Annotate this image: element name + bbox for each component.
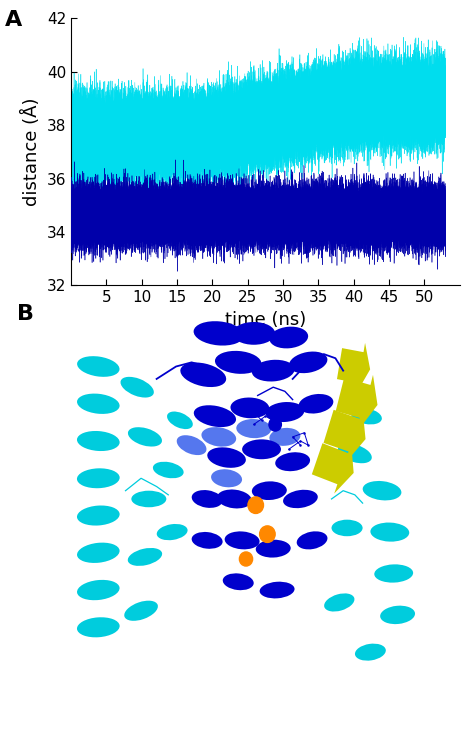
Ellipse shape — [331, 520, 363, 537]
Ellipse shape — [177, 435, 207, 455]
Ellipse shape — [215, 351, 262, 374]
Ellipse shape — [193, 321, 244, 346]
Ellipse shape — [370, 523, 409, 542]
Ellipse shape — [275, 452, 310, 471]
Ellipse shape — [380, 606, 415, 624]
Circle shape — [269, 418, 282, 431]
Polygon shape — [336, 375, 377, 429]
Ellipse shape — [223, 573, 254, 590]
X-axis label: time (ns): time (ns) — [225, 311, 306, 329]
Ellipse shape — [269, 327, 308, 349]
Ellipse shape — [242, 440, 281, 459]
Ellipse shape — [128, 548, 162, 566]
Ellipse shape — [128, 427, 162, 446]
Ellipse shape — [289, 352, 328, 373]
Ellipse shape — [77, 617, 119, 637]
Ellipse shape — [194, 405, 236, 427]
Ellipse shape — [265, 402, 304, 422]
Ellipse shape — [153, 462, 183, 479]
Ellipse shape — [77, 580, 119, 600]
Ellipse shape — [191, 532, 223, 549]
Y-axis label: distance (Å): distance (Å) — [22, 98, 41, 206]
Ellipse shape — [225, 531, 260, 549]
Ellipse shape — [230, 398, 269, 418]
Circle shape — [260, 526, 275, 542]
Ellipse shape — [124, 600, 158, 621]
Ellipse shape — [217, 490, 252, 509]
Ellipse shape — [324, 593, 355, 611]
Ellipse shape — [256, 539, 291, 558]
Ellipse shape — [232, 322, 275, 345]
Ellipse shape — [77, 542, 119, 563]
Ellipse shape — [77, 431, 119, 451]
Ellipse shape — [299, 394, 333, 413]
Ellipse shape — [120, 377, 154, 398]
Circle shape — [248, 497, 264, 514]
Ellipse shape — [191, 490, 223, 508]
Ellipse shape — [201, 427, 236, 447]
Ellipse shape — [157, 524, 188, 540]
Polygon shape — [324, 409, 365, 462]
Ellipse shape — [77, 506, 119, 526]
Ellipse shape — [207, 447, 246, 468]
Ellipse shape — [252, 482, 287, 500]
Ellipse shape — [297, 531, 328, 550]
Ellipse shape — [211, 469, 242, 487]
Ellipse shape — [252, 360, 294, 382]
Ellipse shape — [77, 356, 119, 377]
Text: A: A — [5, 10, 22, 30]
Circle shape — [239, 552, 253, 566]
Ellipse shape — [374, 564, 413, 583]
Ellipse shape — [77, 468, 119, 488]
Ellipse shape — [363, 481, 401, 501]
Ellipse shape — [355, 644, 386, 661]
Ellipse shape — [351, 408, 382, 424]
Polygon shape — [312, 443, 354, 493]
Ellipse shape — [131, 491, 166, 507]
Ellipse shape — [167, 412, 193, 429]
Ellipse shape — [269, 428, 301, 446]
Ellipse shape — [77, 393, 119, 414]
Ellipse shape — [237, 419, 271, 438]
Ellipse shape — [260, 581, 294, 598]
Text: B: B — [17, 305, 34, 324]
Ellipse shape — [283, 490, 318, 508]
Polygon shape — [337, 343, 370, 393]
Ellipse shape — [338, 443, 372, 463]
Ellipse shape — [180, 363, 226, 387]
